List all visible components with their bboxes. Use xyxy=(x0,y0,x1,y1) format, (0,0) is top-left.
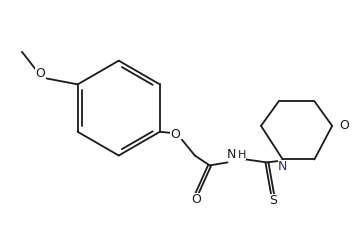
Text: N: N xyxy=(227,148,236,161)
Text: O: O xyxy=(170,128,180,141)
Text: O: O xyxy=(191,194,201,207)
Text: O: O xyxy=(339,119,349,132)
Text: N: N xyxy=(278,160,287,173)
Text: H: H xyxy=(238,149,247,160)
Text: O: O xyxy=(35,67,45,80)
Text: S: S xyxy=(269,195,277,207)
